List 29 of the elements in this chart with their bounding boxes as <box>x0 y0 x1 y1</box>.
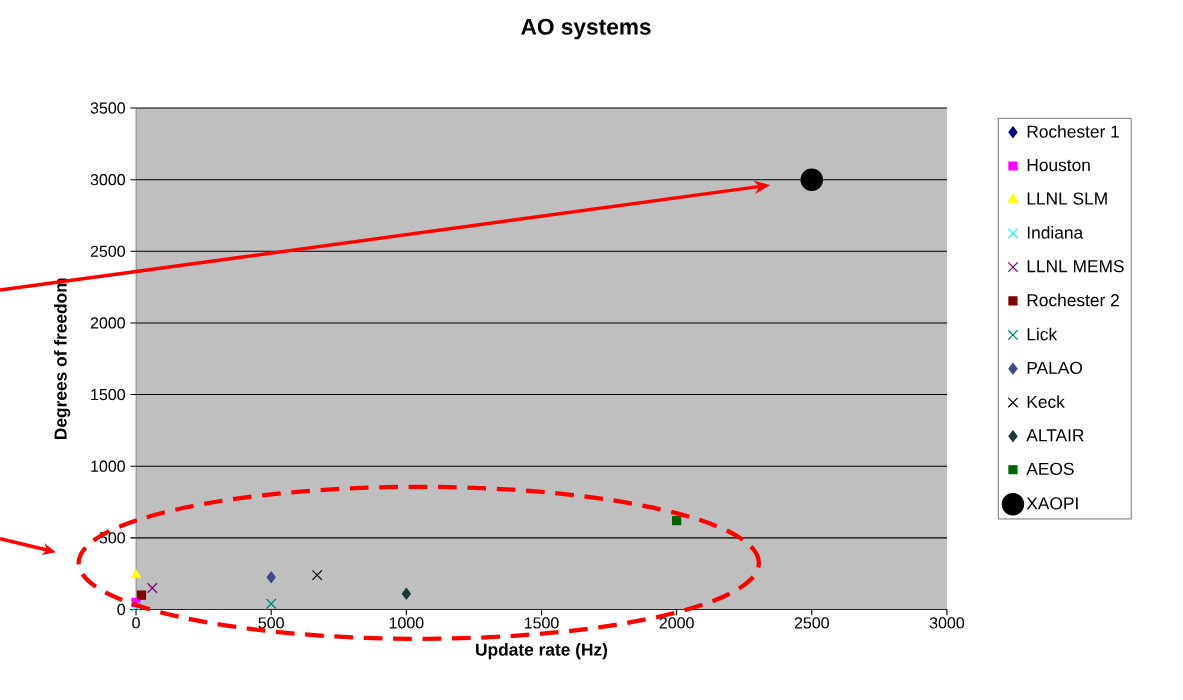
legend-label: Lick <box>1027 327 1058 341</box>
x-tick-label: 1000 <box>389 617 424 629</box>
legend-label: Indiana <box>1027 225 1084 239</box>
y-tick-label: 2500 <box>90 245 126 257</box>
legend-label: ALTAIR <box>1026 429 1084 442</box>
chart-title: AO systems <box>521 18 651 40</box>
legend-label: XAOPI <box>1026 497 1078 510</box>
y-tick-label: 3500 <box>90 102 126 114</box>
legend-label: LLNL SLM <box>1027 192 1107 205</box>
legend-label: Keck <box>1027 395 1065 408</box>
x-tick-label: 2000 <box>659 617 694 629</box>
y-axis-title: Degrees of freedom <box>53 278 71 439</box>
y-tick-label: 1000 <box>91 460 126 472</box>
y-tick-label: 2000 <box>90 317 126 329</box>
y-tick-label: 3000 <box>90 173 126 186</box>
y-tick-label: 1500 <box>91 388 126 401</box>
y-tick-label: 0 <box>117 603 126 616</box>
legend-label: AEOS <box>1026 462 1074 475</box>
x-axis-title: Update rate (Hz) <box>476 642 608 660</box>
legend-label: PALAO <box>1027 361 1082 374</box>
legend-label: LLNL MEMS <box>1027 259 1124 273</box>
legend-label: Rochester 1 <box>1027 124 1119 138</box>
x-tick-label: 0 <box>132 617 140 629</box>
x-tick-label: 500 <box>258 617 284 629</box>
x-tick-label: 3000 <box>929 617 965 629</box>
x-tick-label: 2500 <box>794 617 829 629</box>
legend-label: Rochester 2 <box>1027 293 1119 307</box>
x-tick-label: 1500 <box>524 617 559 629</box>
legend-label: Houston <box>1027 158 1090 172</box>
